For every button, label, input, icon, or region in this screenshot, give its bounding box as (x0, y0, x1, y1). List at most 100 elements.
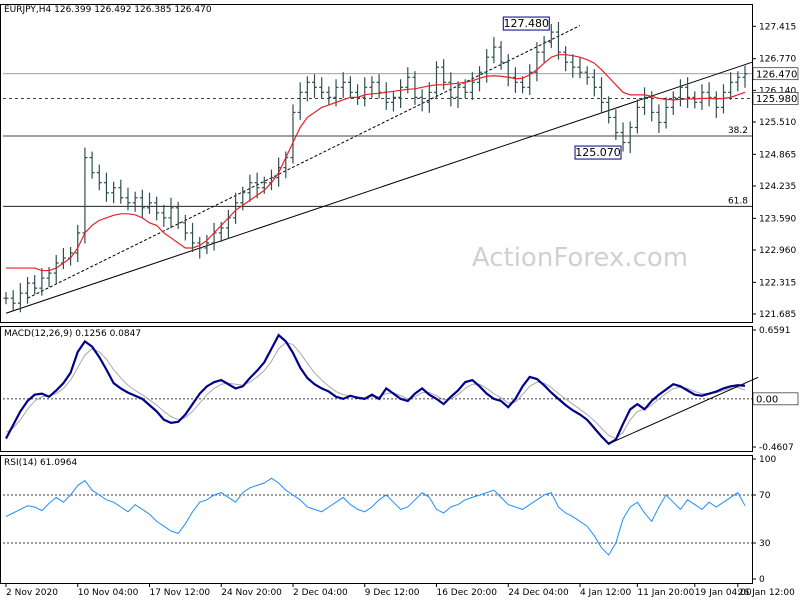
current-price-tag-box (752, 67, 799, 81)
price-axis-tick-label: 125.510 (759, 118, 796, 128)
x-axis-label: 17 Nov 12:00 (149, 588, 210, 598)
x-axis-label: 16 Dec 20:00 (436, 588, 497, 598)
current-price-tag: 126.470 (756, 69, 797, 80)
price-bar (498, 41, 504, 70)
price-bar (225, 209, 231, 239)
price-bar (412, 71, 418, 105)
price-bar (32, 275, 38, 295)
price-bar (304, 76, 310, 102)
price-bar (685, 77, 691, 108)
price-bar (455, 81, 461, 108)
price-trendline (27, 25, 581, 299)
price-bar (326, 86, 332, 105)
price-bar (53, 255, 59, 284)
watermark: ActionForex.com (472, 243, 688, 273)
price-bar (491, 37, 497, 64)
price-bar (541, 36, 547, 63)
price-bar (426, 82, 432, 113)
price-bar (25, 277, 31, 304)
rsi-panel-frame (0, 455, 753, 584)
price-bar (190, 222, 196, 252)
rsi-title: RSI(14) 61.0964 (4, 458, 77, 468)
price-bar (642, 87, 648, 115)
price-bar (161, 204, 167, 227)
price-annotation: 125.070 (574, 145, 622, 160)
price-bar (548, 24, 554, 49)
macd-value-tag: 0.00 (756, 394, 778, 405)
ma-price-tag-box (752, 92, 799, 105)
price-bar (297, 82, 303, 120)
x-axis-label: 4 Jan 12:00 (580, 588, 632, 598)
price-bar (563, 46, 569, 72)
x-axis-label: 24 Nov 20:00 (221, 588, 282, 598)
price-bar (362, 77, 368, 107)
ma-price-tag: 125.980 (756, 94, 797, 105)
price-trendline (5, 61, 753, 314)
moving-average-line (6, 54, 746, 272)
price-bar (383, 82, 389, 110)
price-bar (448, 72, 454, 107)
macd-trendline (608, 376, 759, 445)
price-bar (713, 91, 719, 118)
price-bar (247, 174, 253, 202)
macd-title: MACD(12,26,9) 0.1256 0.0847 (4, 329, 141, 339)
price-bar (197, 236, 203, 259)
price-bar (182, 214, 188, 241)
price-axis-tick-label: 124.235 (759, 182, 796, 192)
price-bar (355, 84, 361, 105)
price-bar (154, 196, 160, 221)
price-bar (204, 234, 210, 255)
annotation-box (502, 16, 550, 31)
price-bar (469, 72, 475, 100)
price-bar (82, 147, 88, 244)
price-bar (613, 109, 619, 141)
rsi-axis-tick-label: 30 (759, 539, 771, 549)
price-bar (103, 172, 109, 202)
price-bar (484, 49, 490, 83)
price-bar (118, 179, 124, 204)
price-bar (132, 191, 138, 212)
price-bar (527, 64, 533, 95)
price-bar (89, 151, 95, 179)
price-title: EURJPY,H4 126.399 126.492 126.385 126.47… (4, 5, 212, 15)
price-bar (433, 61, 439, 99)
fib-label: 61.8 (728, 196, 748, 206)
price-bar (75, 224, 81, 263)
x-axis-label: 2 Dec 04:00 (293, 588, 348, 598)
price-bar (3, 292, 9, 305)
macd-signal-line (5, 341, 746, 440)
price-bar (677, 79, 683, 107)
macd-panel-frame (0, 326, 753, 452)
price-bar (254, 172, 260, 199)
macd-value-tag-box (752, 392, 799, 406)
x-axis-label: 2 Nov 2020 (6, 588, 58, 598)
price-axis-tick-label: 122.960 (759, 246, 796, 256)
price-bar (670, 91, 676, 115)
price-bar (376, 74, 382, 99)
price-bar (699, 84, 705, 110)
rsi-axis-tick-label: 0 (759, 575, 765, 585)
price-bar (146, 192, 152, 214)
macd-axis-tick-label: 0.6591 (759, 326, 791, 336)
price-annotation: 127.480 (502, 16, 550, 31)
price-bar (168, 197, 174, 229)
price-bar (656, 104, 662, 134)
price-bar (17, 283, 23, 313)
price-bar (319, 77, 325, 99)
annotation-label: 125.070 (575, 146, 621, 159)
price-bar (390, 91, 396, 112)
price-bar (340, 72, 346, 98)
price-bar (290, 104, 296, 164)
price-bar (570, 54, 576, 78)
price-axis-tick-label: 124.865 (759, 150, 796, 160)
price-bar (692, 91, 698, 109)
x-axis-label: 19 Jan 04:00 (695, 588, 752, 598)
price-bar (512, 67, 518, 93)
price-bar (534, 42, 540, 82)
price-bar (39, 268, 45, 296)
price-bar (728, 72, 734, 100)
price-bar (735, 71, 741, 92)
price-axis-tick-label: 127.415 (759, 22, 796, 32)
price-bar (125, 187, 131, 211)
price-bar (111, 181, 117, 204)
